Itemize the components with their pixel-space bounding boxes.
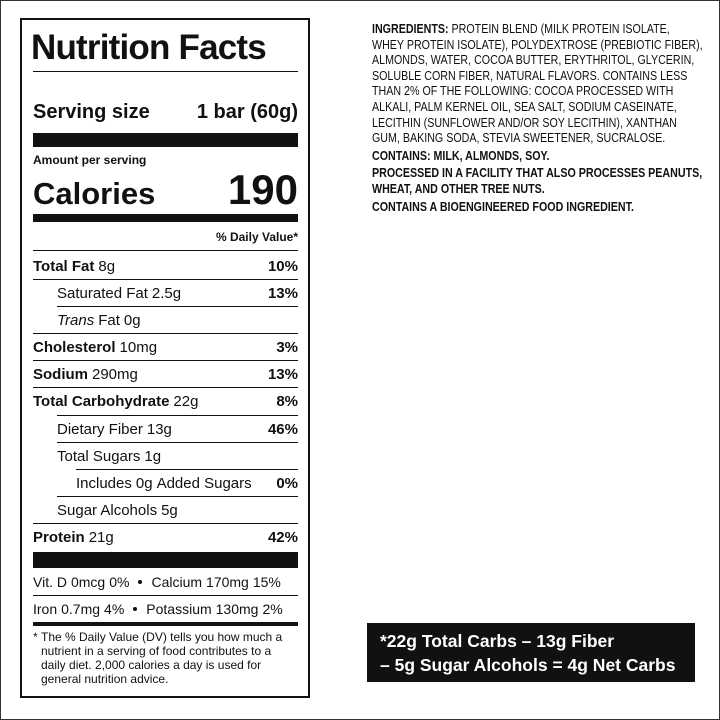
nutrient-name: Protein <box>33 528 85 546</box>
rule <box>33 250 298 251</box>
nutrient-row: Total Sugars 1g <box>33 443 298 469</box>
rule <box>33 360 298 361</box>
nutrient-dv: 10% <box>267 257 298 275</box>
serving-size: Serving size 1 bar (60g) <box>33 101 298 124</box>
nutrient-amount: 5g <box>161 501 178 519</box>
nutrient-row: Dietary Fiber 13g 46% <box>33 416 298 442</box>
nutrient-dv: 3% <box>276 338 298 356</box>
nutrient-name: Total Carbohydrate <box>33 392 170 410</box>
nutrient-amount: 8g <box>98 257 116 275</box>
serving-label: Serving size <box>33 101 150 123</box>
footnote: * The % Daily Value (DV) tells you how m… <box>33 630 298 686</box>
calories: Calories 190 <box>33 166 298 214</box>
thick-rule <box>33 622 298 626</box>
nutrient-name: Saturated Fat <box>57 284 148 302</box>
nutrient-amount: 10mg <box>119 338 158 356</box>
allergens: CONTAINS: MILK, ALMONDS, SOY. <box>372 147 550 163</box>
rule <box>57 496 298 497</box>
thick-rule <box>33 214 298 222</box>
nutrient-amount: 0g <box>123 311 141 329</box>
nutrient-dv: 42% <box>267 528 298 546</box>
micronutrient-row: Iron 0.7mg 4% Potassium 130mg 2% <box>33 596 298 622</box>
nutrient-name: Cholesterol <box>33 338 116 356</box>
nutrient-name-prefix: Trans <box>57 311 95 329</box>
facility-statement: PROCESSED IN A FACILITY THAT ALSO PROCES… <box>372 165 703 196</box>
micro-dv: 2% <box>262 601 283 617</box>
nutrient-amount: 21g <box>88 528 114 546</box>
calories-label: Calories <box>33 176 156 211</box>
thick-rule <box>33 552 298 568</box>
bioengineered-statement: CONTAINS A BIOENGINEERED FOOD INGREDIENT… <box>372 198 634 214</box>
nutrient-name: Sodium <box>33 365 88 383</box>
ingredients-text: PROTEIN BLEND (MILK PROTEIN ISOLATE, WHE… <box>372 21 703 146</box>
micro-amount: 0mcg <box>70 574 106 590</box>
net-carbs-box: *22g Total Carbs – 13g Fiber – 5g Sugar … <box>367 623 695 682</box>
rule <box>33 387 298 388</box>
calories-value: 190 <box>227 166 298 213</box>
nutrient-amount: 22g <box>173 392 199 410</box>
micro-dv: 4% <box>104 601 125 617</box>
nutrient-dv: 13% <box>267 284 298 302</box>
nutrition-panel <box>20 18 310 698</box>
micro-amount: 0.7mg <box>61 601 101 617</box>
nutrient-amount: 2.5g <box>151 284 182 302</box>
micro-dv: 15% <box>252 574 281 590</box>
footnote-text: The % Daily Value (DV) tells you how muc… <box>41 630 283 686</box>
nutrient-name: Dietary Fiber <box>57 420 143 438</box>
nutrient-row: Sodium 290mg 13% <box>33 361 298 387</box>
nutrient-name: Total Fat <box>33 257 95 275</box>
nutrient-row: Cholesterol 10mg 3% <box>33 334 298 360</box>
nutrient-row: Total Fat 8g 10% <box>33 253 298 279</box>
panel-title: Nutrition Facts <box>31 28 267 67</box>
micro-amount: 170mg <box>206 574 249 590</box>
bullet <box>138 580 143 584</box>
nutrient-name: Total Sugars <box>57 447 141 465</box>
thick-rule <box>33 133 298 147</box>
footnote-mark: * <box>33 630 38 644</box>
micro-name: Calcium <box>151 574 203 590</box>
micro-dv: 0% <box>109 574 130 590</box>
rule <box>33 595 298 596</box>
nutrient-row: Trans Fat 0g <box>33 307 298 333</box>
rule <box>57 415 298 416</box>
serving-value: 1 bar (60g) <box>196 101 298 123</box>
ingredients-label: INGREDIENTS: <box>372 21 449 36</box>
nutrient-amount: 0g <box>135 474 153 492</box>
micronutrient-row: Vit. D 0mcg 0% Calcium 170mg 15% <box>33 569 298 595</box>
nutrient-amount: 13g <box>146 420 172 438</box>
nutrient-row: Protein 21g 42% <box>33 524 298 550</box>
net-carbs-line: *22g Total Carbs – 13g Fiber <box>380 631 615 651</box>
nutrient-row: Includes 0g Added Sugars 0% <box>33 470 298 496</box>
micro-name: Iron <box>33 601 58 617</box>
nutrient-name: Includes <box>76 474 132 492</box>
daily-value-header: % Daily Value* <box>215 230 298 244</box>
rule <box>33 333 298 334</box>
rule <box>33 279 298 280</box>
micro-name: Vit. D <box>33 574 67 590</box>
rule <box>57 306 298 307</box>
net-carbs-line: – 5g Sugar Alcohols = 4g Net Carbs <box>380 655 676 675</box>
micro-name: Potassium <box>146 601 212 617</box>
ingredients: INGREDIENTS: PROTEIN BLEND (MILK PROTEIN… <box>372 21 704 216</box>
nutrient-dv: 46% <box>267 420 298 438</box>
bullet <box>133 607 138 611</box>
nutrient-row: Saturated Fat 2.5g 13% <box>33 280 298 306</box>
nutrient-name: Sugar Alcohols <box>57 501 158 519</box>
amount-per-serving: Amount per serving <box>33 153 147 167</box>
nutrient-amount: 1g <box>144 447 162 465</box>
nutrient-dv: 0% <box>276 474 298 492</box>
nutrient-suffix: Added Sugars <box>156 474 252 492</box>
micro-amount: 130mg <box>215 601 259 617</box>
nutrient-row: Total Carbohydrate 22g 8% <box>33 388 298 414</box>
nutrient-name: Fat <box>98 311 120 329</box>
nutrient-dv: 13% <box>267 365 298 383</box>
nutrient-amount: 290mg <box>92 365 138 383</box>
rule <box>57 442 298 443</box>
nutrient-dv: 8% <box>276 392 298 410</box>
rule <box>33 523 298 524</box>
nutrient-row: Sugar Alcohols 5g <box>33 497 298 523</box>
rule <box>33 71 298 72</box>
rule <box>76 469 298 470</box>
